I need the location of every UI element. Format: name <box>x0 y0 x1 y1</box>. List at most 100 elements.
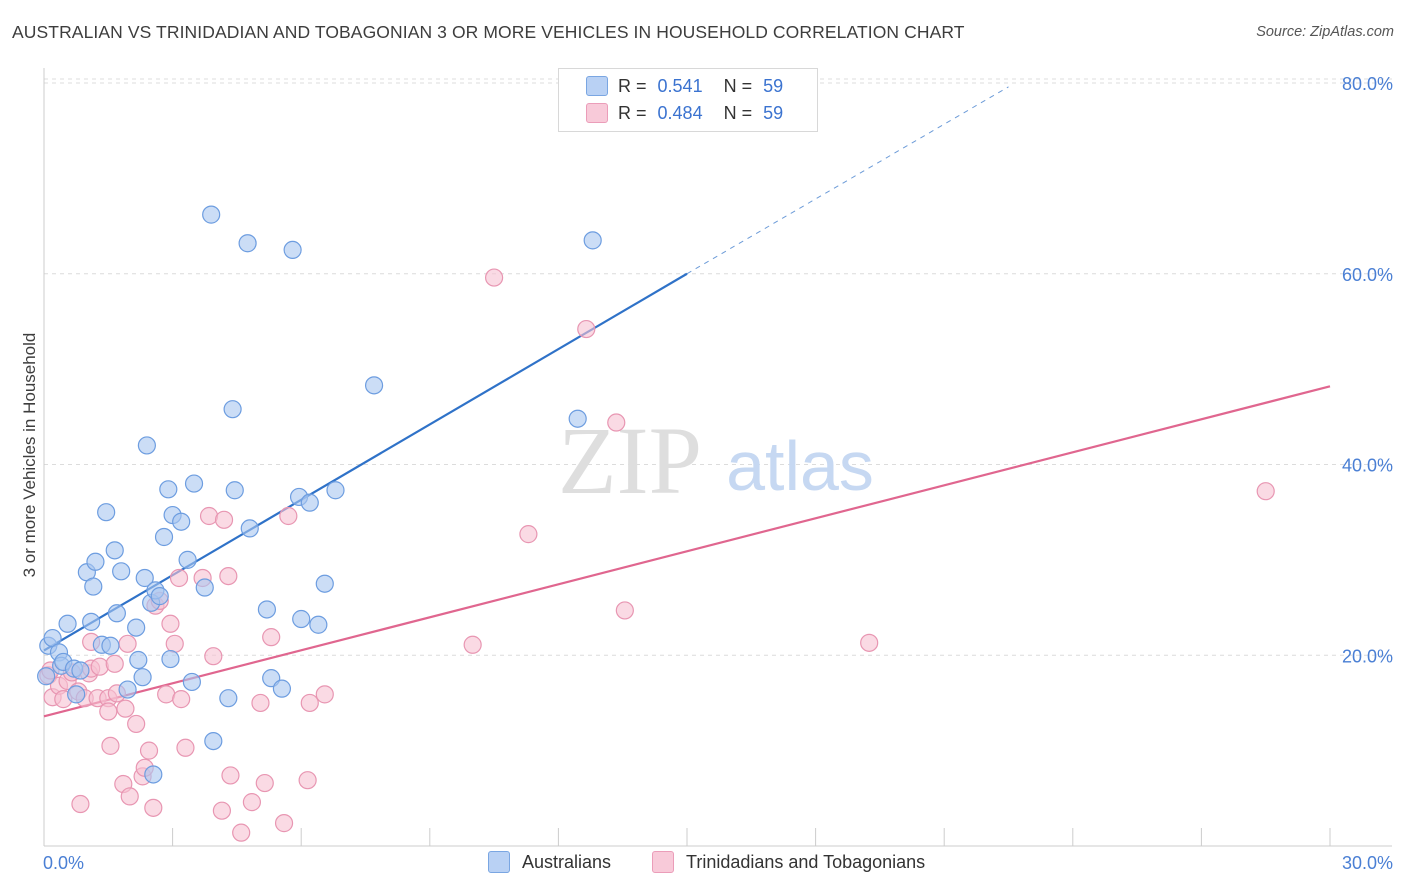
australian-point <box>292 609 311 629</box>
watermark-atlas: atlas <box>726 427 874 505</box>
trinidadian-point <box>204 647 223 666</box>
australian-point <box>182 672 201 692</box>
trinidadian-point <box>255 773 274 793</box>
trinidadian-point <box>221 766 240 785</box>
trinidadian-point <box>120 787 139 806</box>
trinidadian-point <box>1256 482 1275 501</box>
n-label: N = <box>723 75 753 96</box>
trinidadian-point <box>144 798 163 817</box>
y-tick-label: 80.0% <box>1342 74 1393 94</box>
australian-point <box>195 578 214 597</box>
australian-point <box>326 481 345 500</box>
australian-point <box>240 519 259 538</box>
gridlines <box>44 78 1392 656</box>
australian-point <box>133 668 152 687</box>
trinidadian-point <box>116 699 135 718</box>
trinidadian-point <box>607 413 626 432</box>
australian-point <box>178 550 197 569</box>
australian-point <box>238 234 257 253</box>
axes <box>43 68 1392 847</box>
australian-point <box>283 240 302 260</box>
trinidadian-point <box>139 741 159 760</box>
australian-point <box>97 503 116 522</box>
australian-point <box>300 493 319 512</box>
australian-point <box>84 577 103 596</box>
trinidadian-point <box>274 814 294 833</box>
australians-trend-extension <box>686 86 1009 275</box>
trinidadian-point <box>157 685 176 704</box>
trinidadian-point <box>172 690 191 709</box>
trinidadian-point <box>165 634 184 653</box>
trinidadian-point <box>71 794 90 814</box>
australian-point <box>225 481 244 500</box>
trinidadian-point <box>214 510 234 529</box>
australian-point <box>37 667 56 686</box>
trinidadian-point <box>176 738 195 757</box>
trinidadian-point <box>251 693 270 713</box>
trinidadian-point <box>615 601 634 620</box>
r-label: R = <box>618 75 647 96</box>
australian-point <box>118 680 137 699</box>
trinidadian-point <box>90 657 109 676</box>
y-tick-label: 60.0% <box>1342 265 1393 285</box>
australian-point <box>129 650 148 670</box>
legend-label-trinidadians: Trinidadians and Tobagonians <box>686 851 926 872</box>
y-tick-label: 40.0% <box>1342 456 1393 476</box>
australian-point <box>71 661 90 680</box>
legend-item-trinidadians[interactable]: Trinidadians and Tobagonians <box>652 851 925 873</box>
australian-point <box>105 541 124 560</box>
trinidadian-point <box>127 714 146 734</box>
trinidadian-point <box>101 736 120 755</box>
trinidadian-point <box>262 628 281 647</box>
trinidadian-point <box>519 525 538 544</box>
trinidadian-point <box>118 634 137 653</box>
trinidadian-point <box>161 614 180 633</box>
n-label: N = <box>723 102 753 123</box>
trinidadian-point <box>242 793 262 812</box>
trinidadian-point <box>199 506 219 526</box>
trinidadian-point <box>485 268 504 287</box>
trinidadian-point <box>169 568 189 588</box>
trinidadian-point <box>232 823 251 842</box>
australian-point <box>154 527 174 547</box>
trinidadian-point <box>315 685 334 704</box>
trinidadian-point <box>860 633 879 652</box>
r-label: R = <box>618 102 647 123</box>
tick-labels: 20.0% 40.0% 60.0% 80.0% 0.0% 30.0% <box>43 74 1393 873</box>
trinidadian-point <box>99 702 118 721</box>
trinidadians-trend-line <box>43 385 1331 718</box>
australian-point <box>67 685 86 704</box>
australian-point <box>82 612 101 631</box>
y-tick-label: 20.0% <box>1342 646 1393 666</box>
australian-point <box>58 614 77 633</box>
n-value: 59 <box>763 75 784 96</box>
trinidadian-point <box>577 319 596 339</box>
watermark: ZIP atlas <box>558 407 874 514</box>
australian-point <box>223 400 242 419</box>
trinidadian-point <box>298 771 317 790</box>
australian-point <box>315 574 334 593</box>
pink-swatch-icon <box>586 103 608 123</box>
trinidadian-point <box>300 693 319 713</box>
x-tick-label: 0.0% <box>43 853 84 873</box>
correlation-legend: R = 0.541 N = 59 R = 0.484 N = 59 <box>558 68 818 132</box>
australian-point <box>204 731 223 751</box>
australian-point <box>150 587 169 606</box>
australian-point <box>364 376 384 395</box>
r-value: 0.541 <box>657 75 703 96</box>
legend-label-australians: Australians <box>522 851 612 872</box>
legend-item-australians[interactable]: Australians <box>488 851 611 873</box>
australian-point <box>86 552 105 571</box>
australian-point <box>144 765 163 784</box>
australian-point <box>202 205 221 224</box>
australian-point <box>309 615 328 634</box>
australian-point <box>135 568 154 588</box>
australian-point <box>219 689 238 708</box>
trinidadian-point <box>279 506 298 526</box>
source-label: Source: ZipAtlas.com <box>1256 24 1394 40</box>
trinidadian-point <box>219 566 238 586</box>
australian-point <box>583 231 602 250</box>
blue-swatch-icon <box>586 76 608 96</box>
australian-point <box>159 480 178 499</box>
